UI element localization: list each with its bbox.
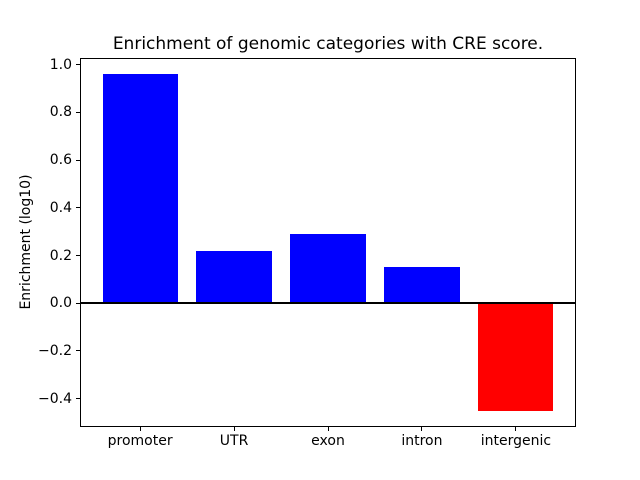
y-tick-mark	[76, 255, 80, 256]
x-tick-mark	[515, 427, 517, 432]
y-tick-mark	[76, 302, 80, 304]
y-tick-mark	[76, 64, 80, 66]
y-tick-label: 1.0	[49, 56, 72, 73]
y-tick-mark	[76, 111, 80, 113]
bar-promoter	[102, 74, 178, 304]
bar-intron	[384, 267, 460, 304]
bar-intergenic	[478, 303, 554, 411]
x-tick-mark	[233, 427, 235, 432]
y-tick-label: 0.8	[49, 104, 72, 121]
x-tick-label-exon: exon	[311, 433, 345, 450]
y-axis-label: Enrichment (log10)	[18, 174, 34, 310]
y-tick-label: −0.2	[38, 342, 72, 359]
chart-title: Enrichment of genomic categories with CR…	[112, 34, 544, 54]
x-tick-mark	[327, 427, 329, 432]
y-tick-mark	[76, 398, 80, 400]
y-tick-label: 0.6	[49, 152, 72, 169]
y-tick-label: 0.4	[49, 199, 72, 216]
x-tick-mark	[139, 427, 141, 432]
y-tick-mark	[76, 159, 80, 161]
y-tick-mark	[76, 207, 80, 209]
y-tick-label: 0.0	[49, 295, 72, 312]
x-tick-mark	[421, 427, 423, 432]
y-tick-label: −0.4	[38, 390, 72, 407]
bar-UTR	[196, 250, 272, 304]
x-tick-label-intergenic: intergenic	[480, 433, 552, 450]
y-tick-mark	[76, 350, 80, 352]
x-tick-label-UTR: UTR	[219, 433, 249, 450]
bar-exon	[290, 234, 366, 304]
x-tick-label-promoter: promoter	[107, 433, 173, 450]
zero-line	[80, 302, 576, 305]
x-tick-label-intron: intron	[401, 433, 443, 450]
y-tick-label: 0.2	[49, 247, 72, 264]
